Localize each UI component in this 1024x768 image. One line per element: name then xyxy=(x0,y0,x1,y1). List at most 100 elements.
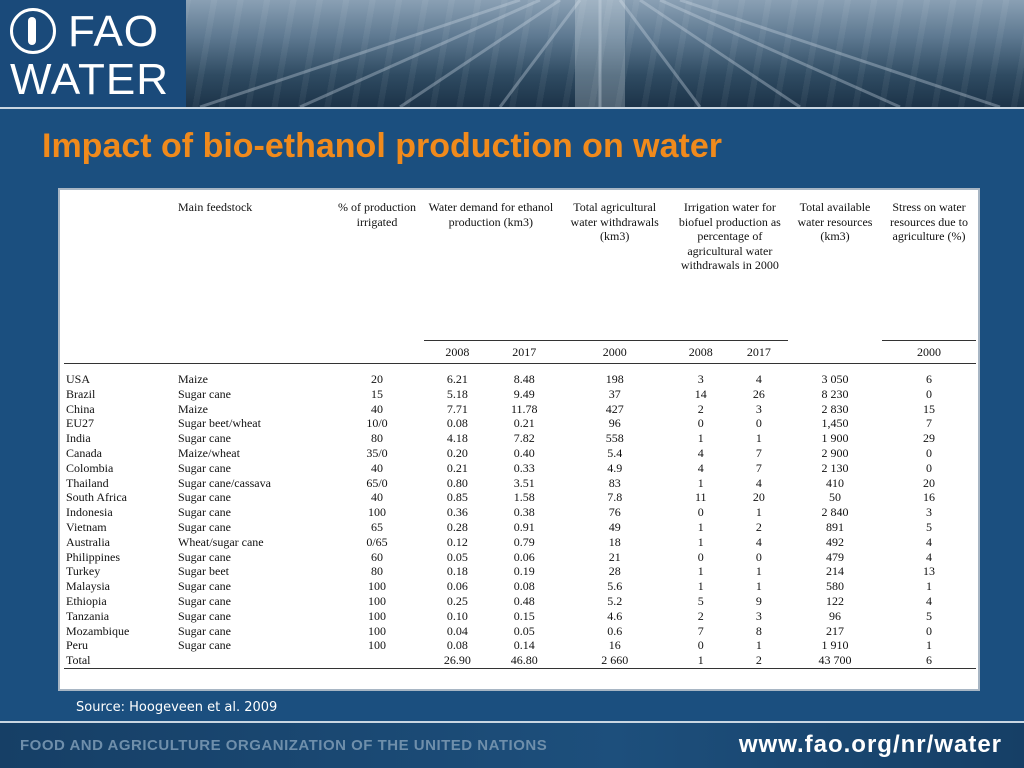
cell-irrigation-pct-2017: 1 xyxy=(755,431,762,446)
cell-water-demand-2008: 0.28 xyxy=(446,519,468,534)
cell-country: South Africa xyxy=(66,490,127,505)
cell-available-resources: 580 xyxy=(826,579,844,594)
cell-stress-2000: 0 xyxy=(926,460,932,475)
cell-water-demand-2008: 0.06 xyxy=(446,579,468,594)
cell-country: Brazil xyxy=(66,386,96,401)
cell-withdrawals-2000: 0.6 xyxy=(607,623,623,638)
cell-stress-2000: 5 xyxy=(926,519,932,534)
col-header-water-demand: Water demand for ethanol production (km3… xyxy=(428,200,554,229)
cell-irrigation-pct-2017: 1 xyxy=(755,505,762,520)
year-cell-empty xyxy=(176,340,330,364)
cell-available-resources: 96 xyxy=(829,608,841,623)
cell-irrigated: 40 xyxy=(371,460,383,475)
table-row: USA Maize 20 6.21 8.48 198 3 4 3 050 6 xyxy=(64,372,976,387)
cell-country: EU27 xyxy=(66,416,94,431)
fao-seal-icon xyxy=(10,8,56,54)
cell-irrigated: 10/0 xyxy=(366,416,388,431)
cell-country: Tanzania xyxy=(66,608,110,623)
cell-withdrawals-2000: 198 xyxy=(605,372,624,386)
fao-water-logo[interactable]: FAO WATER xyxy=(0,0,186,107)
table-total-row: Total 26.90 46.80 2 660 1 2 43 700 6 xyxy=(64,653,976,669)
footer-url-link[interactable]: www.fao.org/nr/water xyxy=(738,731,1002,758)
cell-country: Indonesia xyxy=(66,505,113,520)
cell-irrigated: 65/0 xyxy=(366,475,388,490)
cell-water-demand-2008: 4.18 xyxy=(446,431,468,446)
cell-irrigation-pct-2008: 1 xyxy=(697,431,704,446)
cell-water-demand-2017: 0.14 xyxy=(513,638,535,653)
cell-water-demand-2008: 0.21 xyxy=(446,460,468,475)
table-spacer-row xyxy=(64,364,976,373)
table-row: Turkey Sugar beet 80 0.18 0.19 28 1 1 214 13 xyxy=(64,564,976,579)
header-banner: FAO WATER xyxy=(0,0,1024,107)
logo-fao-text: FAO xyxy=(68,7,160,56)
col-header-country xyxy=(64,200,176,341)
cell-country: Colombia xyxy=(66,460,114,475)
cell-withdrawals-2000: 83 xyxy=(608,475,621,490)
footer-bar: FOOD AND AGRICULTURE ORGANIZATION OF THE… xyxy=(0,723,1024,768)
cell-water-demand-2017: 46.80 xyxy=(490,653,558,669)
table-row: Vietnam Sugar cane 65 0.28 0.91 49 1 2 891 5 xyxy=(64,520,976,535)
cell-withdrawals-2000: 2 660 xyxy=(557,653,672,669)
cell-irrigated xyxy=(330,653,424,669)
cell-irrigation-pct-2008: 1 xyxy=(697,579,704,594)
cell-water-demand-2008: 0.20 xyxy=(446,445,468,460)
cell-irrigation-pct-2008: 5 xyxy=(697,593,704,608)
cell-irrigation-pct-2008: 4 xyxy=(697,460,704,475)
header-divider xyxy=(0,107,1024,109)
col-header-stress: Stress on water resources due to agricul… xyxy=(890,200,968,243)
cell-water-demand-2008: 0.08 xyxy=(446,638,468,653)
table-row: Malaysia Sugar cane 100 0.06 0.08 5.6 1 1 580 1 xyxy=(64,579,976,594)
cell-stress-2000: 6 xyxy=(926,372,932,386)
table-row: Thailand Sugar cane/cassava 65/0 0.80 3.51 83… xyxy=(64,476,976,491)
data-table-panel: Main feedstock % of production irrigated… xyxy=(58,188,980,691)
cell-withdrawals-2000: 558 xyxy=(605,431,624,446)
cell-country: Peru xyxy=(66,638,88,653)
table-row: China Maize 40 7.71 11.78 427 2 3 2 830 15 xyxy=(64,402,976,417)
table-row: South Africa Sugar cane 40 0.85 1.58 7.8 11 20 5… xyxy=(64,490,976,505)
cell-withdrawals-2000: 16 xyxy=(608,638,621,653)
logo-water-text: WATER xyxy=(10,55,169,104)
cell-water-demand-2008: 0.80 xyxy=(446,475,468,490)
cell-water-demand-2017: 1.58 xyxy=(513,490,535,505)
cell-irrigation-pct-2017: 4 xyxy=(755,475,762,490)
cell-feedstock: Sugar cane xyxy=(178,608,231,623)
cell-water-demand-2008: 0.12 xyxy=(446,534,468,549)
year-wd-2008: 2008 xyxy=(424,340,491,364)
cell-feedstock: Sugar cane xyxy=(178,431,231,446)
cell-withdrawals-2000: 96 xyxy=(608,416,621,431)
year-cell-empty xyxy=(788,340,882,364)
cell-water-demand-2017: 0.19 xyxy=(513,564,535,579)
cell-irrigation-pct-2017: 3 xyxy=(755,608,762,623)
cell-country: Ethiopia xyxy=(66,593,107,608)
cell-irrigation-pct-2008: 14 xyxy=(694,386,707,401)
cell-irrigation-pct-2017: 1 xyxy=(755,564,762,579)
cell-water-demand-2017: 0.05 xyxy=(513,623,535,638)
year-st-2000: 2000 xyxy=(882,340,976,364)
cell-available-resources: 1 900 xyxy=(821,431,849,446)
cell-feedstock: Sugar cane xyxy=(178,505,231,520)
slide-title: Impact of bio-ethanol production on wate… xyxy=(42,127,722,165)
cell-water-demand-2017: 0.15 xyxy=(513,608,535,623)
cell-available-resources: 2 840 xyxy=(821,505,849,520)
cell-irrigation-pct-2017: 4 xyxy=(755,534,762,549)
cell-water-demand-2017: 0.40 xyxy=(513,445,535,460)
cell-water-demand-2008: 6.21 xyxy=(446,372,468,386)
cell-withdrawals-2000: 5.2 xyxy=(607,593,623,608)
cell-irrigation-pct-2017: 2 xyxy=(729,653,788,669)
cell-withdrawals-2000: 18 xyxy=(608,534,621,549)
cell-irrigation-pct-2008: 2 xyxy=(697,401,704,416)
table-row: Tanzania Sugar cane 100 0.10 0.15 4.6 2 3 96 5 xyxy=(64,609,976,624)
cell-water-demand-2008: 0.25 xyxy=(446,593,468,608)
cell-irrigated: 100 xyxy=(368,505,386,520)
cell-available-resources: 410 xyxy=(826,475,844,490)
cell-water-demand-2017: 0.48 xyxy=(513,593,535,608)
cell-stress-2000: 1 xyxy=(926,579,932,594)
cell-irrigated: 40 xyxy=(371,490,383,505)
cell-feedstock: Sugar cane xyxy=(178,490,231,505)
cell-withdrawals-2000: 7.8 xyxy=(607,490,623,505)
cell-feedstock: Sugar cane xyxy=(178,623,231,638)
cell-irrigation-pct-2008: 1 xyxy=(697,564,704,579)
cell-withdrawals-2000: 37 xyxy=(608,386,621,401)
cell-irrigation-pct-2017: 4 xyxy=(755,372,762,386)
cell-withdrawals-2000: 4.6 xyxy=(607,608,623,623)
